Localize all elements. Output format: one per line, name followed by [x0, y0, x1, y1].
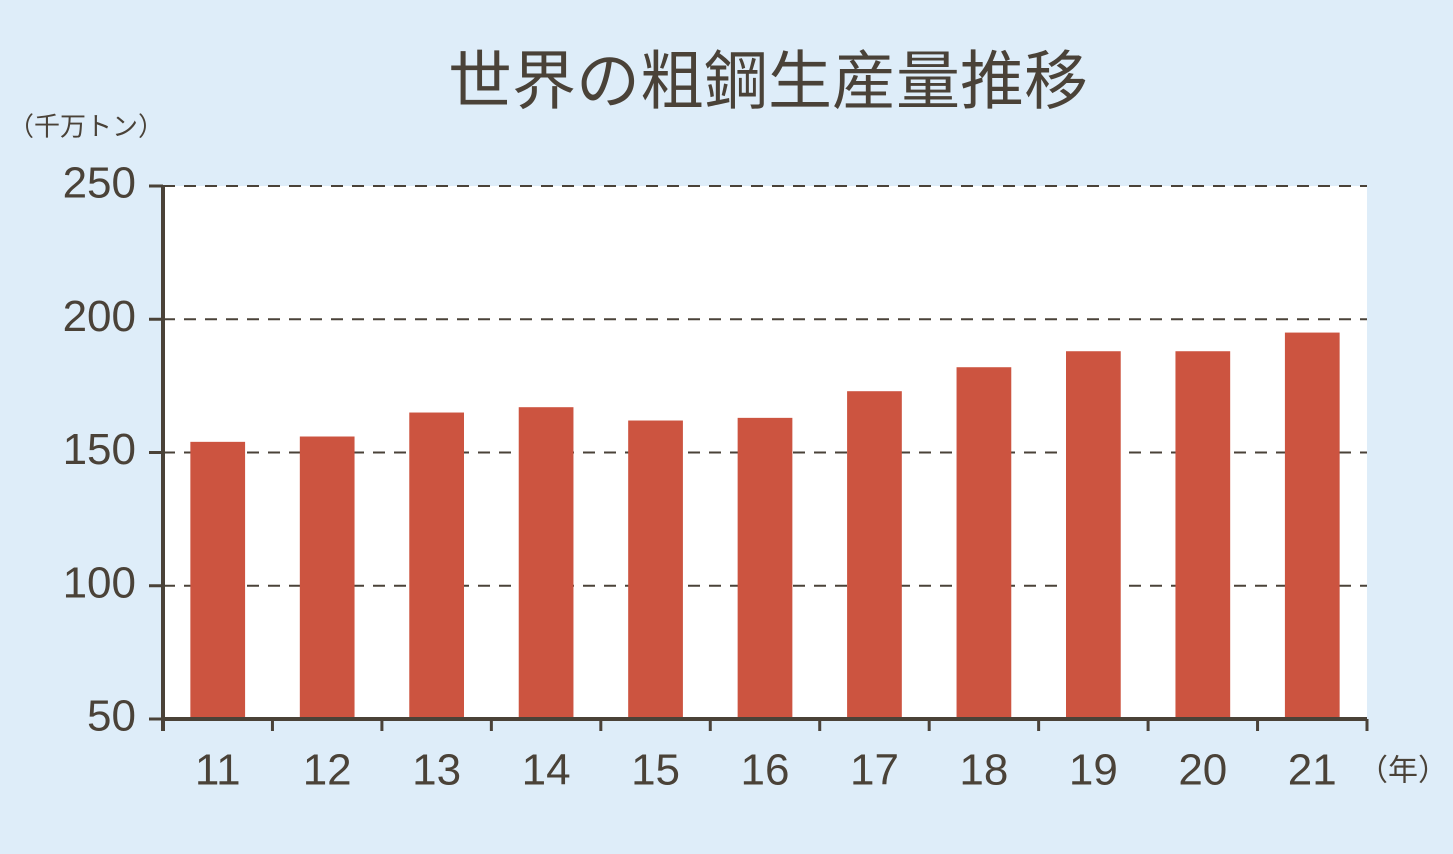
x-tick-label: 14 — [522, 746, 571, 795]
chart-title: 世界の粗鋼生産量推移 — [448, 46, 1088, 120]
bar — [737, 417, 793, 719]
y-tick-label: 50 — [87, 692, 136, 741]
bar — [190, 441, 246, 719]
bar — [1284, 332, 1340, 719]
x-tick-label: 18 — [959, 746, 1008, 795]
bar — [628, 420, 683, 719]
x-tick-label: 19 — [1069, 746, 1118, 795]
x-tick-label: 20 — [1178, 746, 1227, 795]
bar — [1175, 351, 1231, 719]
y-axis-label: （千万トン） — [8, 113, 164, 143]
x-tick-label: 13 — [412, 746, 461, 795]
bar — [847, 391, 902, 719]
x-tick-label: 15 — [631, 746, 680, 795]
x-tick-label: 21 — [1288, 746, 1337, 795]
x-tick-label: 11 — [195, 746, 241, 795]
x-axis-label: （年） — [1358, 754, 1448, 789]
bar — [299, 436, 355, 719]
y-tick-label: 250 — [63, 159, 136, 208]
bar — [409, 412, 464, 719]
y-tick-label: 150 — [63, 425, 136, 474]
y-tick-label: 100 — [63, 558, 136, 607]
bar — [518, 407, 574, 719]
x-tick-label: 17 — [850, 746, 899, 795]
x-tick-label: 16 — [741, 746, 790, 795]
x-tick-label: 12 — [303, 746, 352, 795]
bar — [1066, 351, 1121, 719]
y-tick-label: 200 — [63, 292, 136, 341]
bar — [956, 367, 1012, 719]
